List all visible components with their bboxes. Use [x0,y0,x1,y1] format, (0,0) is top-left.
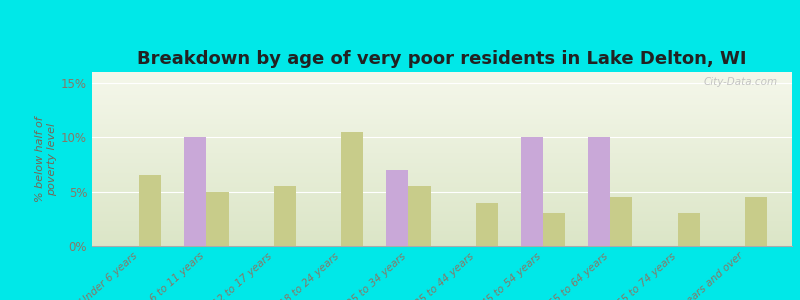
Title: Breakdown by age of very poor residents in Lake Delton, WI: Breakdown by age of very poor residents … [138,50,746,68]
Bar [476,202,498,246]
Bar [745,197,767,246]
Bar [408,186,430,246]
Bar [139,175,162,246]
Bar [386,170,408,246]
Text: City-Data.com: City-Data.com [704,77,778,87]
Bar [274,186,296,246]
Bar [543,213,565,246]
Y-axis label: % below half of
poverty level: % below half of poverty level [35,116,57,202]
Bar [184,137,206,246]
Bar [206,192,229,246]
Bar [678,213,700,246]
Bar [610,197,633,246]
Bar [521,137,543,246]
Bar [588,137,610,246]
Bar [341,132,363,246]
